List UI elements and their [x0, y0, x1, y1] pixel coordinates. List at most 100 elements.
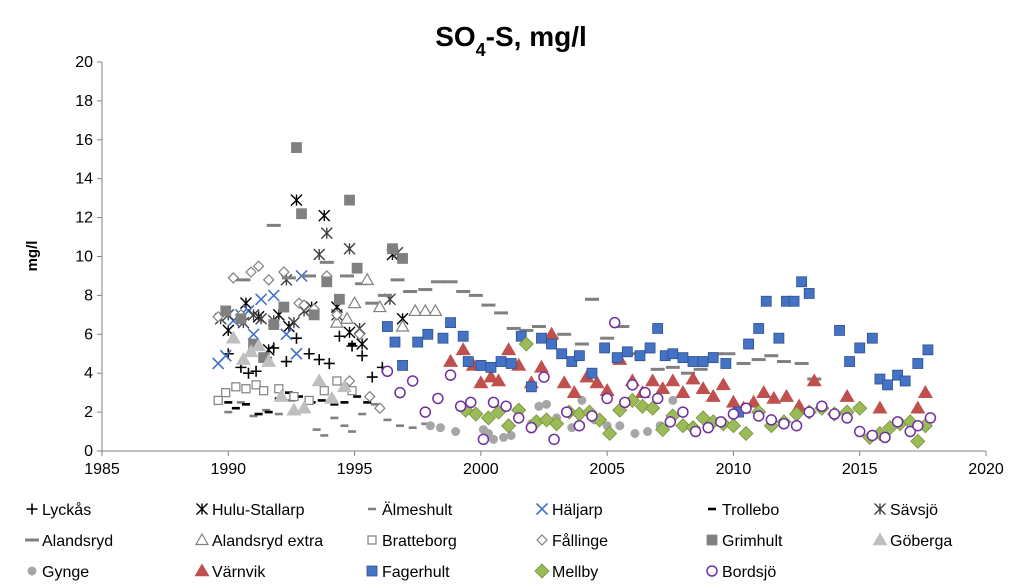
data-point — [651, 392, 664, 405]
data-point — [284, 391, 293, 394]
data-point — [296, 208, 307, 220]
data-point — [589, 375, 605, 389]
y-tick-label: 14 — [75, 171, 93, 188]
data-point — [313, 248, 326, 261]
data-point — [280, 328, 293, 341]
data-point — [373, 402, 386, 415]
data-point — [245, 266, 257, 278]
data-point — [422, 328, 434, 340]
legend-item: Trollebo — [708, 502, 779, 519]
data-point — [853, 425, 866, 438]
legend-item: Grimhult — [706, 533, 783, 550]
data-point — [333, 330, 345, 342]
legend-marker — [366, 565, 378, 577]
data-point — [500, 400, 512, 413]
data-point — [287, 316, 300, 329]
data-point — [348, 430, 357, 433]
data-point — [443, 353, 459, 367]
data-points — [212, 142, 937, 449]
data-point — [443, 280, 458, 284]
legend-marker — [26, 503, 38, 515]
data-point — [615, 325, 630, 329]
data-point — [751, 358, 766, 362]
data-point — [324, 390, 340, 404]
legend-marker — [194, 563, 210, 577]
legend-marker — [368, 507, 376, 511]
legend-item: Sävsjö — [874, 502, 938, 519]
legend-marker — [872, 532, 888, 546]
data-point — [687, 356, 699, 367]
data-point — [475, 360, 487, 371]
legend-marker — [536, 534, 548, 546]
y-tick-label: 10 — [75, 249, 93, 266]
data-point — [611, 352, 623, 364]
data-point — [290, 194, 303, 207]
data-point — [573, 350, 585, 362]
legend-marker — [194, 532, 210, 546]
legend-label: Fållinge — [552, 532, 608, 550]
legend-label: Alandsryd extra — [212, 533, 323, 550]
data-point — [468, 293, 483, 297]
y-tick-label: 2 — [84, 404, 93, 421]
data-point — [538, 371, 550, 383]
series-alandsryd-extra — [329, 272, 443, 332]
y-tick-label: 18 — [75, 93, 93, 110]
data-point — [480, 410, 496, 426]
legend-item: Älmeshult — [368, 501, 453, 519]
legend-marker — [27, 566, 37, 576]
data-point — [330, 416, 339, 420]
data-point — [251, 338, 267, 352]
data-point — [311, 373, 327, 387]
data-point — [262, 408, 271, 412]
data-point — [891, 416, 904, 428]
data-point — [854, 342, 866, 354]
data-point — [264, 410, 273, 414]
data-point — [321, 276, 333, 288]
y-tick-label: 12 — [75, 210, 93, 227]
data-point — [645, 400, 661, 416]
data-point — [235, 313, 247, 325]
legend: Lyckås Hulu-Stallarp Älmeshult Häljarp Troll… — [25, 501, 952, 581]
data-point — [667, 348, 679, 360]
data-point — [778, 388, 794, 402]
data-point — [665, 365, 680, 369]
data-point — [332, 376, 342, 386]
data-point — [556, 348, 568, 360]
data-point — [665, 373, 681, 387]
data-point — [693, 367, 708, 371]
y-tick-label: 8 — [84, 287, 93, 304]
data-point — [652, 323, 664, 334]
data-point — [435, 423, 445, 433]
data-point — [615, 421, 625, 431]
legend-item: Mellby — [534, 563, 598, 581]
data-point — [247, 328, 260, 341]
data-point — [457, 330, 469, 342]
data-point — [912, 358, 924, 369]
data-point — [343, 375, 356, 387]
data-point — [720, 358, 732, 369]
data-point — [428, 303, 443, 317]
legend-label: Gynge — [42, 564, 89, 581]
data-point — [499, 432, 509, 442]
legend-marker — [25, 538, 39, 542]
data-point — [366, 371, 378, 383]
data-point — [556, 375, 572, 389]
data-point — [252, 260, 265, 273]
legend-item: Gynge — [27, 564, 89, 581]
data-point — [289, 391, 299, 402]
data-point — [224, 410, 233, 414]
data-point — [455, 342, 471, 356]
data-point — [421, 422, 430, 426]
data-point — [803, 288, 815, 299]
data-point — [697, 356, 709, 367]
data-point — [241, 384, 251, 394]
axes: 0 2 4 6 8 10 12 14 16 18 20 1985 1990 1995 2000 2005 201… — [75, 54, 1004, 478]
data-point — [290, 347, 303, 360]
data-point — [753, 323, 765, 334]
data-point — [487, 396, 500, 409]
data-point — [573, 419, 586, 432]
data-point — [743, 338, 754, 350]
y-tick-label: 4 — [84, 365, 93, 382]
data-point — [408, 426, 417, 429]
data-point — [485, 361, 497, 373]
